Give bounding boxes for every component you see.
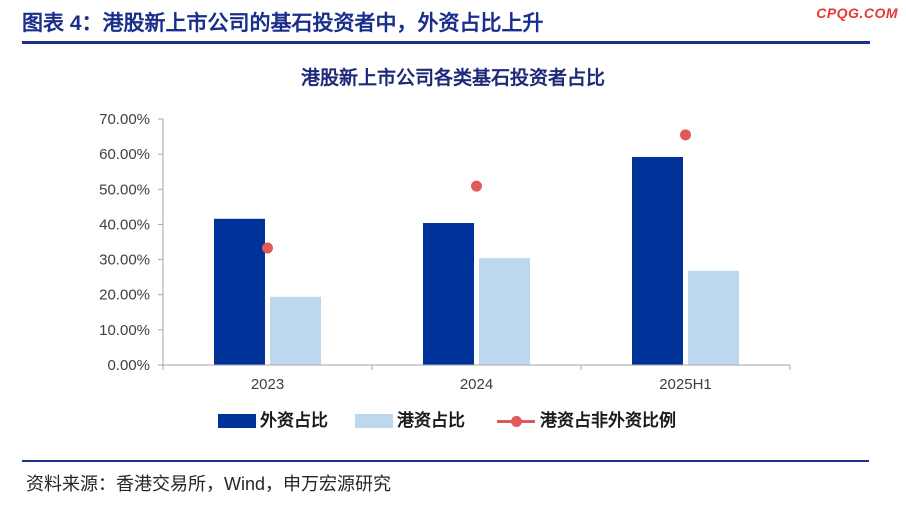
legend-item-hk-share: 港资占比 [355,410,465,432]
x-tick-label-2025h1: 2025H1 [659,376,712,393]
header-rule [22,41,870,44]
y-tick-label: 50.00% [99,181,150,198]
tick-label-group: 0.00% 10.00% 20.00% 30.00% 40.00% 50.00% 60.00… [99,111,712,393]
point-hk-share-of-non-foreign-2025h1 [680,129,691,141]
legend-dot-icon [511,415,522,427]
y-tick-label: 10.00% [99,322,150,339]
bar-group [214,156,739,365]
legend-item-foreign-share: 外资占比 [218,410,328,432]
point-hk-share-of-non-foreign-2024 [471,180,482,192]
legend-label-hk-share-of-non-foreign: 港资占非外资比例 [540,411,676,430]
legend-swatch-hk-share [355,414,393,428]
bar-foreign-share-2024 [423,223,474,365]
legend-item-hk-share-of-non-foreign: 港资占非外资比例 [497,410,676,432]
source-note: 资料来源：香港交易所，Wind，申万宏源研究 [26,474,392,494]
y-tick-label: 20.00% [99,287,150,304]
legend-label-foreign-share: 外资占比 [260,411,328,430]
y-tick-label: 30.00% [99,252,150,269]
bar-foreign-share-2025h1 [632,156,683,365]
bar-foreign-share-2023 [214,218,265,365]
y-tick-label: 60.00% [99,146,150,163]
x-tick-label-2023: 2023 [251,376,284,393]
y-tick-label: 0.00% [107,357,150,374]
y-tick-label: 40.00% [99,216,150,233]
bar-hk-share-2023 [270,296,321,365]
figure-caption: 图表 4：港股新上市公司的基石投资者中，外资占比上升 [22,12,544,35]
point-group [262,129,691,254]
chart-title: 港股新上市公司各类基石投资者占比 [300,68,605,89]
legend-swatch-foreign-share [218,414,256,428]
footer-rule [22,460,869,462]
x-tick-label-2024: 2024 [460,376,493,393]
legend-swatch-hk-share-of-non-foreign [497,415,535,427]
y-tick-label: 70.00% [99,111,150,128]
point-hk-share-of-non-foreign-2023 [262,242,273,254]
axes-group [158,118,791,370]
legend-label-hk-share: 港资占比 [397,411,465,430]
watermark-logo: CPQG.COM [816,5,898,21]
bar-hk-share-2025h1 [688,270,739,365]
bar-hk-share-2024 [479,258,530,365]
